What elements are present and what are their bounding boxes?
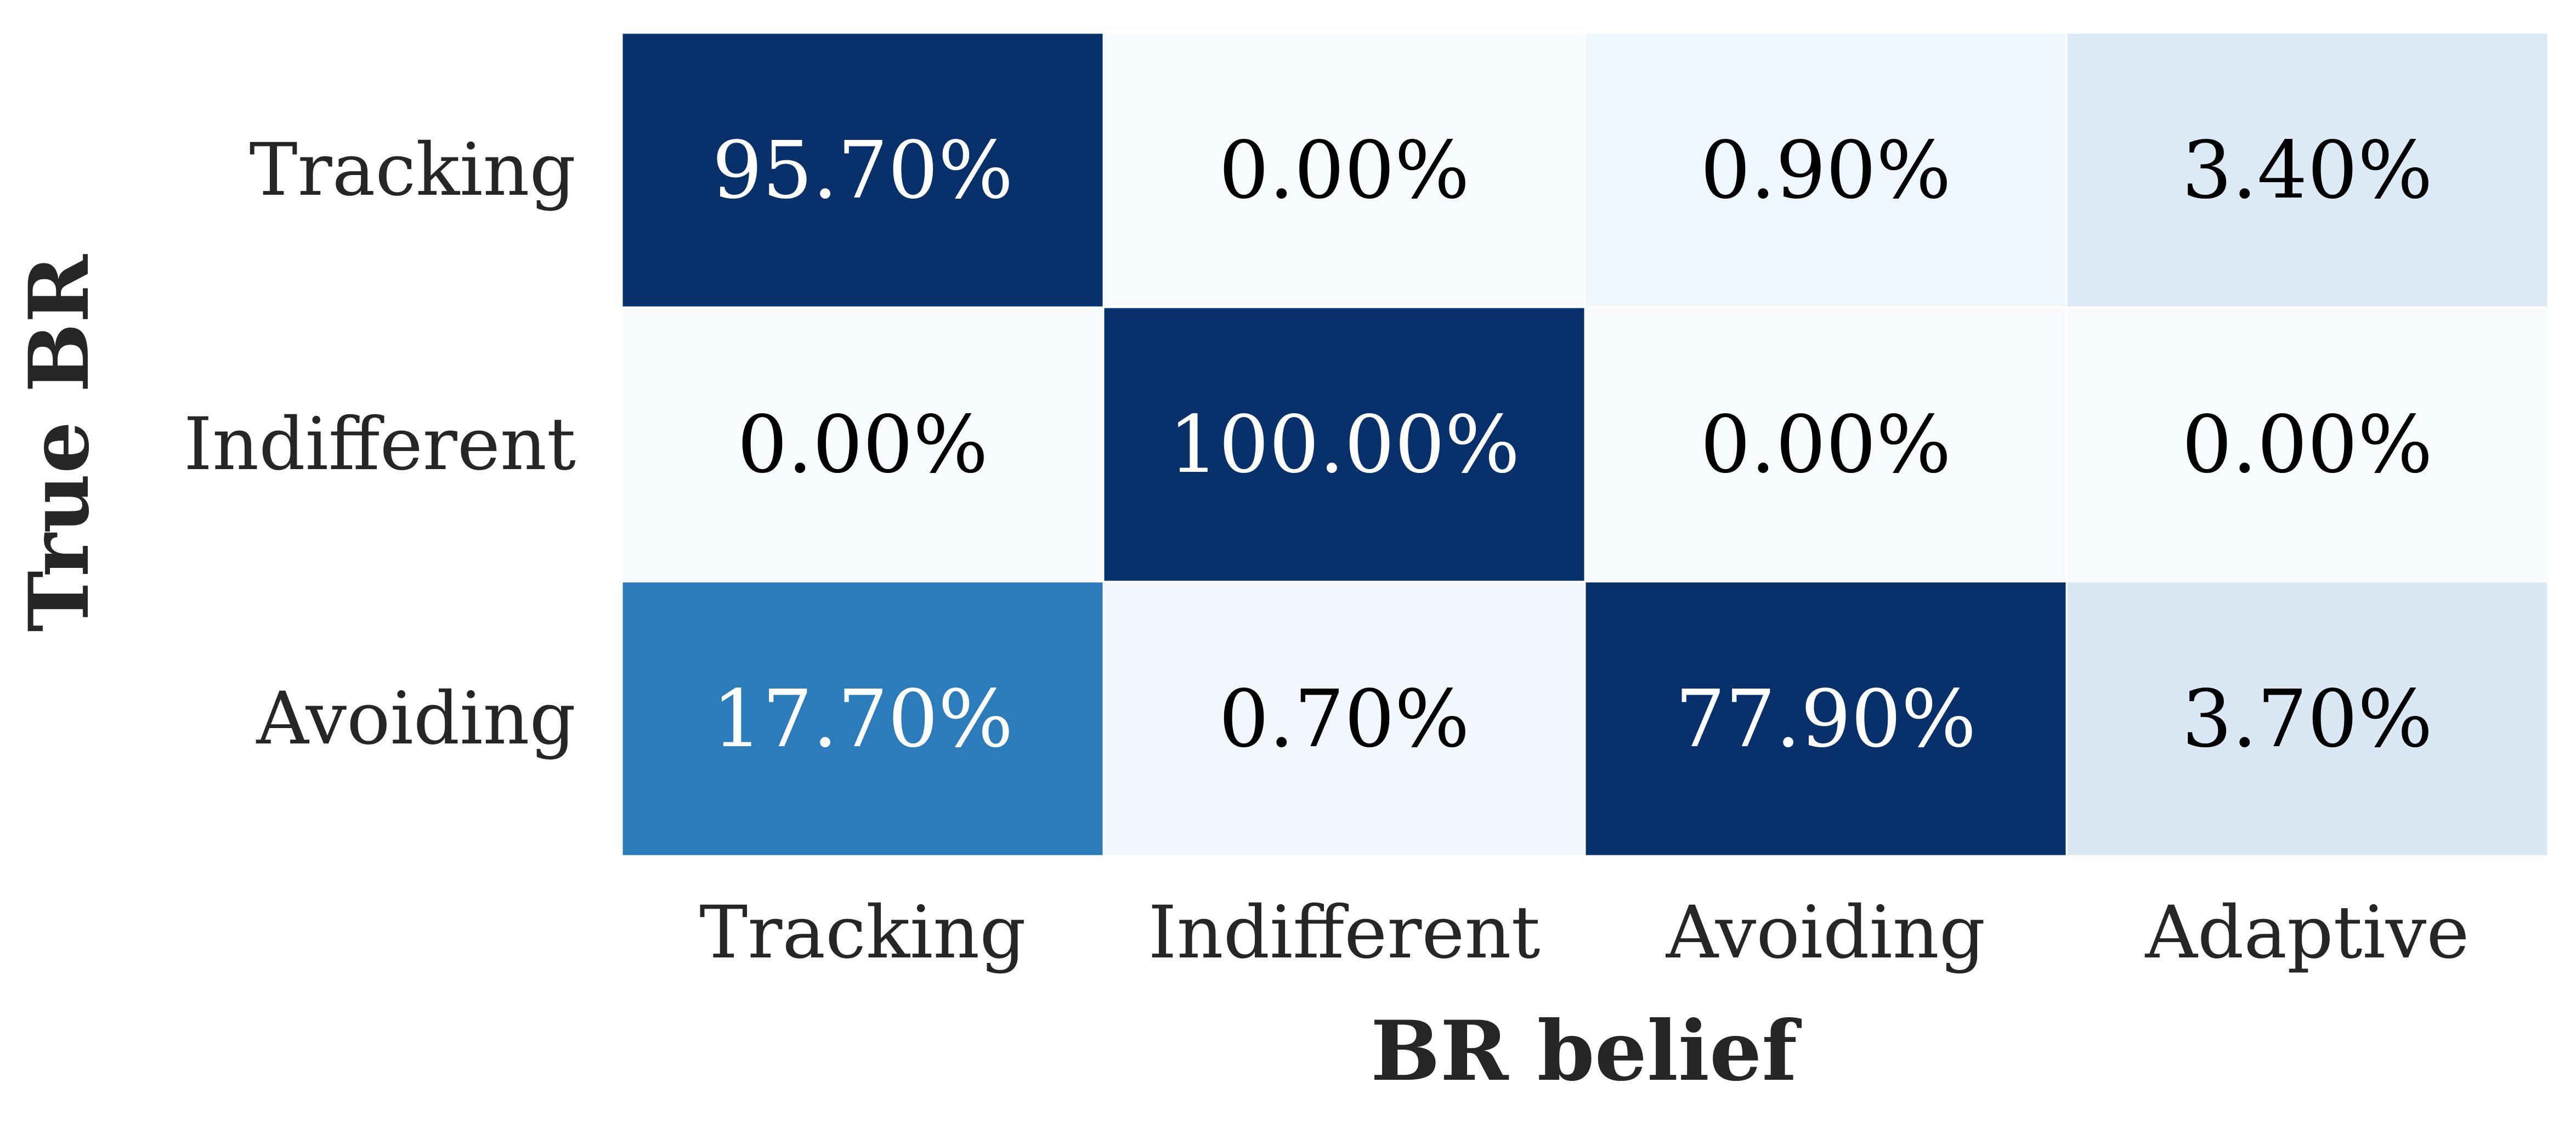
cell-label-r2-c2: 77.90%	[1675, 673, 1976, 765]
y-tick-label-1: Indifferent	[184, 402, 576, 487]
heatmap-cell-r0-c2	[1584, 32, 2068, 308]
cell-label-r0-c1: 0.00%	[1219, 124, 1469, 216]
cell-label-r2-c0: 17.70%	[712, 673, 1013, 765]
cell-label-r0-c2: 0.90%	[1700, 124, 1951, 216]
x-axis-title: BR belief	[1371, 1003, 1802, 1100]
x-tick-label-1: Indifferent	[1148, 890, 1540, 975]
y-tick-labels: Tracking Indifferent Avoiding	[184, 128, 576, 761]
x-tick-label-3: Adaptive	[2145, 890, 2470, 975]
cell-label-r1-c2: 0.00%	[1700, 398, 1951, 491]
heatmap-cell-r1-c1	[1102, 306, 1586, 583]
heatmap-cell-r1-c0	[621, 306, 1105, 583]
x-tick-labels: Tracking Indifferent Avoiding Adaptive	[699, 890, 2469, 975]
x-tick-label-0: Tracking	[699, 890, 1026, 975]
heatmap-cell-r0-c0	[621, 32, 1105, 308]
heatmap-cell-r0-c1	[1102, 32, 1586, 308]
cell-label-r1-c1: 100.00%	[1169, 398, 1520, 491]
heatmap-cell-r1-c3	[2065, 306, 2549, 583]
heatmap-cell-r2-c1	[1102, 580, 1586, 857]
y-tick-label-2: Avoiding	[256, 677, 576, 761]
cell-label-r2-c1: 0.70%	[1219, 673, 1469, 765]
cell-label-r0-c0: 95.70%	[712, 124, 1013, 216]
y-tick-label-0: Tracking	[250, 128, 576, 212]
y-axis-title: True BR	[11, 254, 107, 632]
heatmap-cell-r0-c3	[2065, 32, 2549, 308]
cells-layer	[621, 32, 2549, 857]
cell-labels-layer: 95.70% 0.00% 0.90% 3.40% 0.00% 100.00% 0.00% 0.…	[712, 124, 2432, 765]
cell-label-r0-c3: 3.40%	[2182, 124, 2432, 216]
cell-label-r2-c3: 3.70%	[2182, 673, 2432, 765]
heatmap-cell-r2-c3	[2065, 580, 2549, 857]
heatmap-cell-r2-c0	[621, 580, 1105, 857]
heatmap-cell-r1-c2	[1584, 306, 2068, 583]
cell-label-r1-c3: 0.00%	[2182, 398, 2432, 491]
cell-label-r1-c0: 0.00%	[737, 398, 988, 491]
x-tick-label-2: Avoiding	[1666, 890, 1985, 975]
